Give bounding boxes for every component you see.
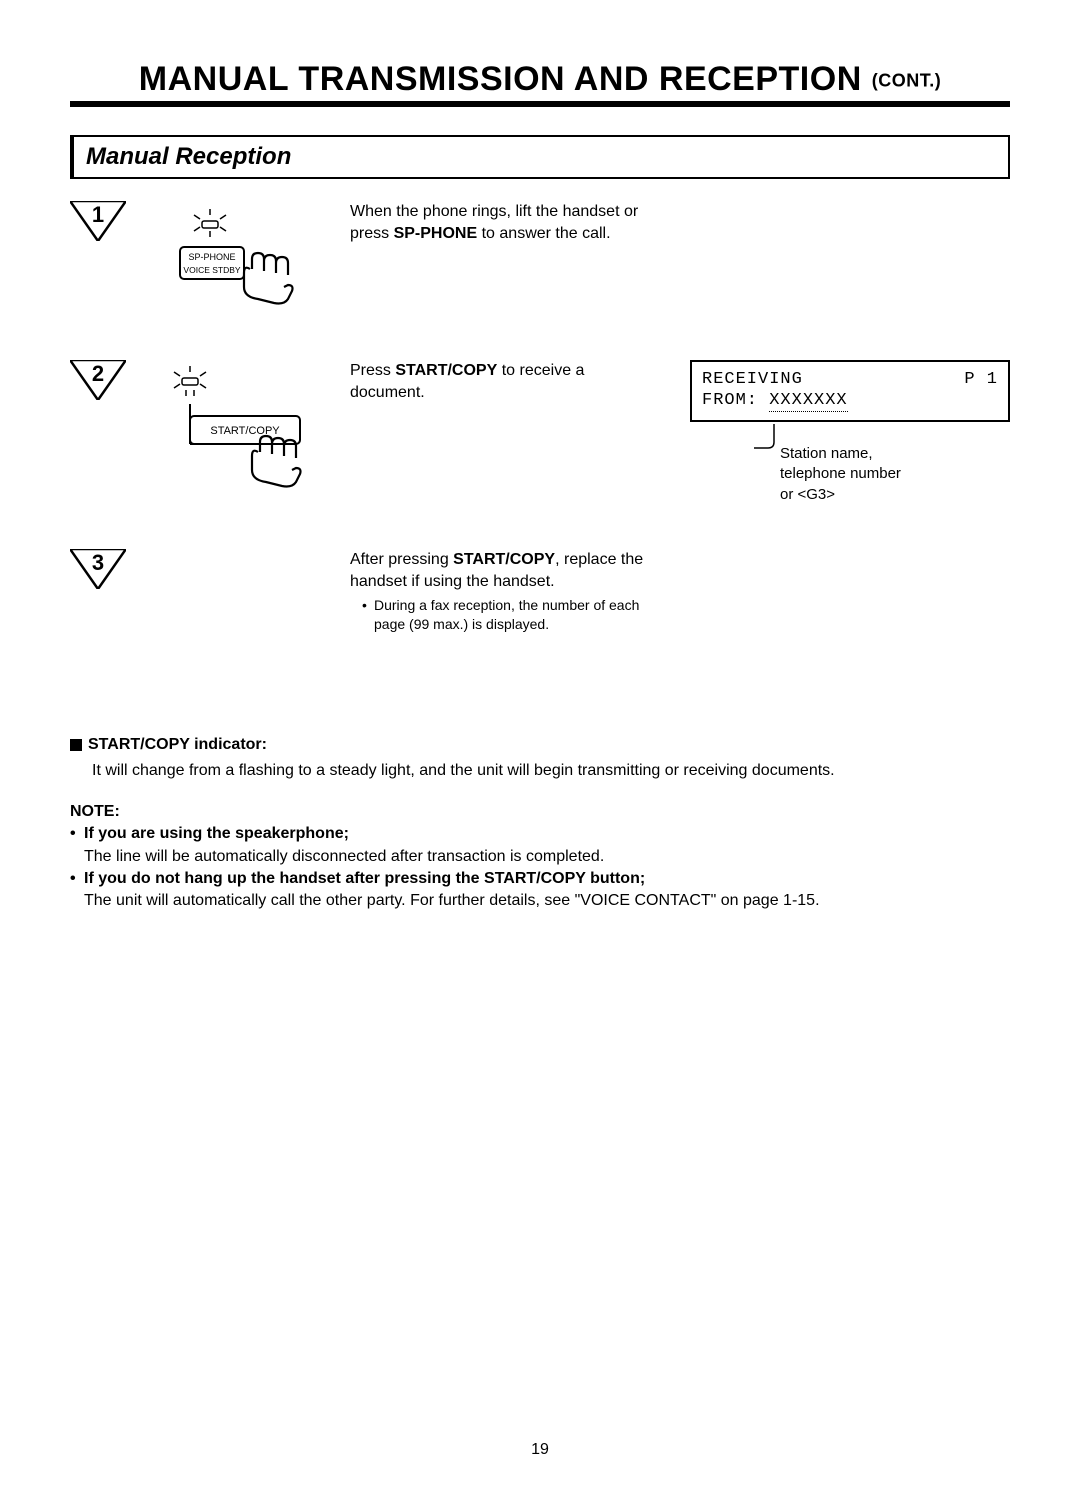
lcd-from-value: XXXXXXX [769,391,847,412]
note-bullet-1-body: The line will be automatically disconnec… [70,846,1010,868]
step-3-marker: 3 [70,549,126,589]
lcd-status: RECEIVING [702,370,803,389]
title-cont: (CONT.) [872,71,942,91]
title-rule [70,101,1010,107]
step-2-marker: 2 [70,360,126,400]
step-2-text: Press START/COPY to receive a document. [350,360,660,403]
voice-stdby-label: VOICE STDBY [183,265,240,275]
start-copy-label: START/COPY [210,425,280,437]
note-bullet-2-body: The unit will automatically call the oth… [70,890,1010,912]
step-1-illustration: SP-PHONE VOICE STDBY [140,201,350,320]
square-bullet-icon [70,739,82,751]
note-bullet-1-heading: If you are using the speakerphone; [70,823,1010,845]
sp-phone-label: SP-PHONE [188,252,235,262]
step-3-subtext: During a fax reception, the number of ea… [350,596,660,634]
lcd-page: P 1 [964,370,998,389]
step-1-marker: 1 [70,201,126,241]
lcd-annotation: Station name, telephone number or <G3> [780,444,1010,505]
page-title: MANUAL TRANSMISSION AND RECEPTION (CONT.… [70,60,1010,99]
page-number: 19 [0,1441,1080,1459]
indicator-body: It will change from a flashing to a stea… [92,760,1010,782]
step-1-text: When the phone rings, lift the handset o… [350,201,660,244]
note-bullet-2-heading: If you do not hang up the handset after … [70,868,1010,890]
step-1-number: 1 [70,202,126,228]
title-main: MANUAL TRANSMISSION AND RECEPTION [139,60,862,98]
lcd-from-prefix: FROM: [702,391,769,410]
step-2-number: 2 [70,361,126,387]
section-title: Manual Reception [86,143,291,171]
bracket-icon [754,424,780,454]
section-header: Manual Reception [70,135,1010,179]
lcd-display: RECEIVING P 1 FROM: XXXXXXX [690,360,1010,422]
step-2: 2 START/COPY [70,360,1010,509]
step-3-number: 3 [70,550,126,576]
note-heading: NOTE: [70,801,1010,823]
step-3-text: After pressing START/COPY, replace the h… [350,549,660,634]
notes-section: START/COPY indicator: It will change fro… [70,734,1010,913]
indicator-label: START/COPY indicator: [88,736,267,753]
step-3: 3 After pressing START/COPY, replace the… [70,549,1010,634]
step-1: 1 SP-PHONE VOICE STDBY When t [70,201,1010,320]
step-2-illustration: START/COPY [140,360,350,509]
